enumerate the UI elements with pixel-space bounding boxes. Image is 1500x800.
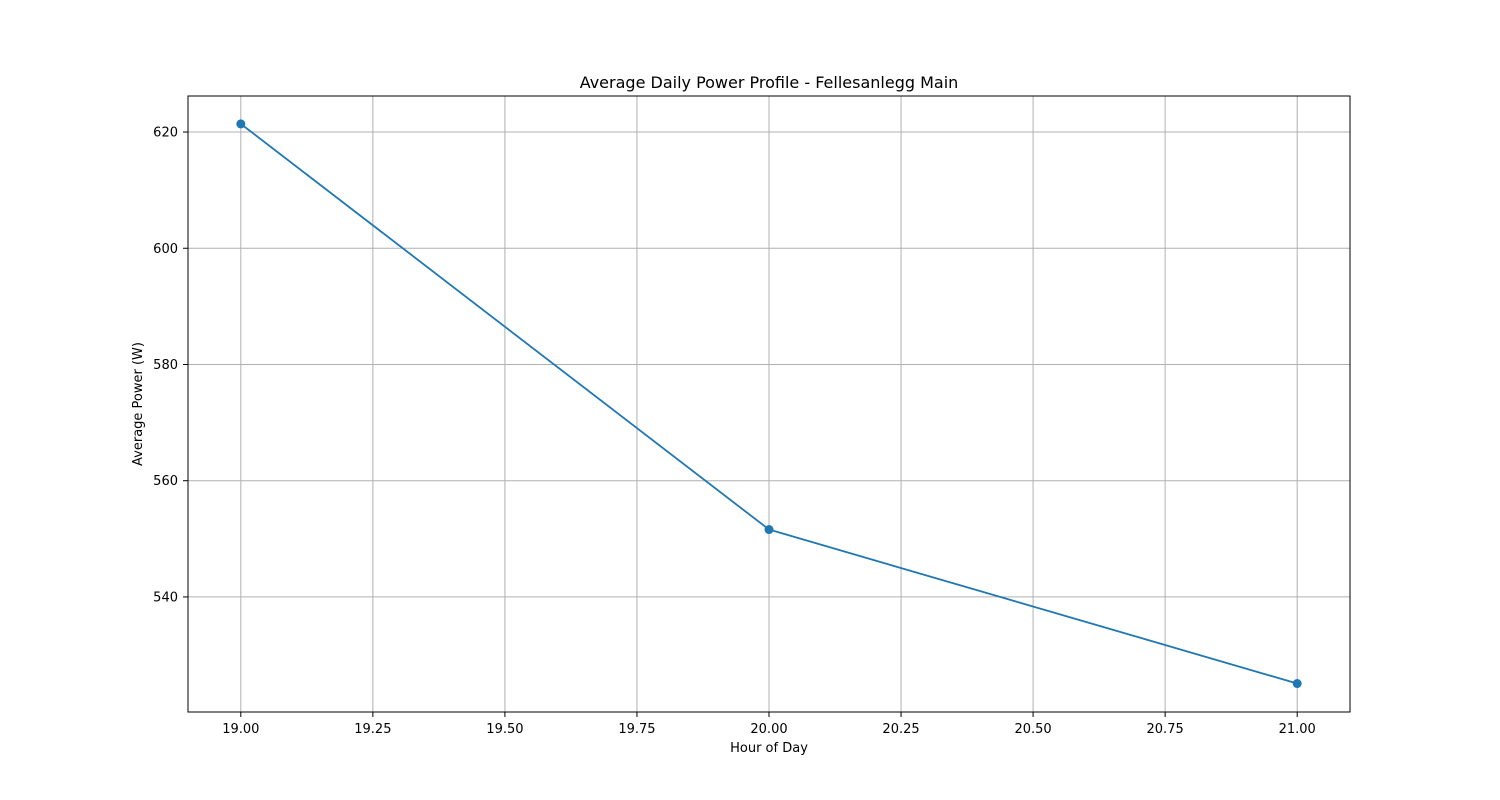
x-tick-label: 19.00 <box>222 722 259 737</box>
series-layer <box>236 119 1302 689</box>
x-tick-label: 19.50 <box>486 722 523 737</box>
data-point <box>1292 679 1302 689</box>
y-tick-label: 600 <box>153 242 178 257</box>
data-point <box>236 119 246 129</box>
y-tick-label: 580 <box>153 358 178 373</box>
y-axis-label: Average Power (W) <box>131 342 146 466</box>
data-point <box>764 525 774 535</box>
x-tick-label: 19.75 <box>618 722 655 737</box>
grid <box>188 96 1350 712</box>
y-tick-label: 540 <box>153 590 178 605</box>
y-tick-label: 620 <box>153 126 178 141</box>
chart-title: Average Daily Power Profile - Fellesanle… <box>580 73 959 92</box>
x-tick-label: 19.25 <box>354 722 391 737</box>
x-tick-label: 20.50 <box>1014 722 1051 737</box>
x-tick-label: 20.75 <box>1147 722 1184 737</box>
x-tick-label: 21.00 <box>1279 722 1316 737</box>
x-tick-label: 20.25 <box>882 722 919 737</box>
y-tick-label: 560 <box>153 474 178 489</box>
x-tick-label: 20.00 <box>750 722 787 737</box>
x-axis-ticks: 19.00 19.25 19.50 19.75 20.00 20.25 20.50 20.75… <box>222 712 1316 737</box>
y-axis-ticks: 540 560 580 600 620 <box>153 126 188 605</box>
x-axis-label: Hour of Day <box>730 741 808 756</box>
